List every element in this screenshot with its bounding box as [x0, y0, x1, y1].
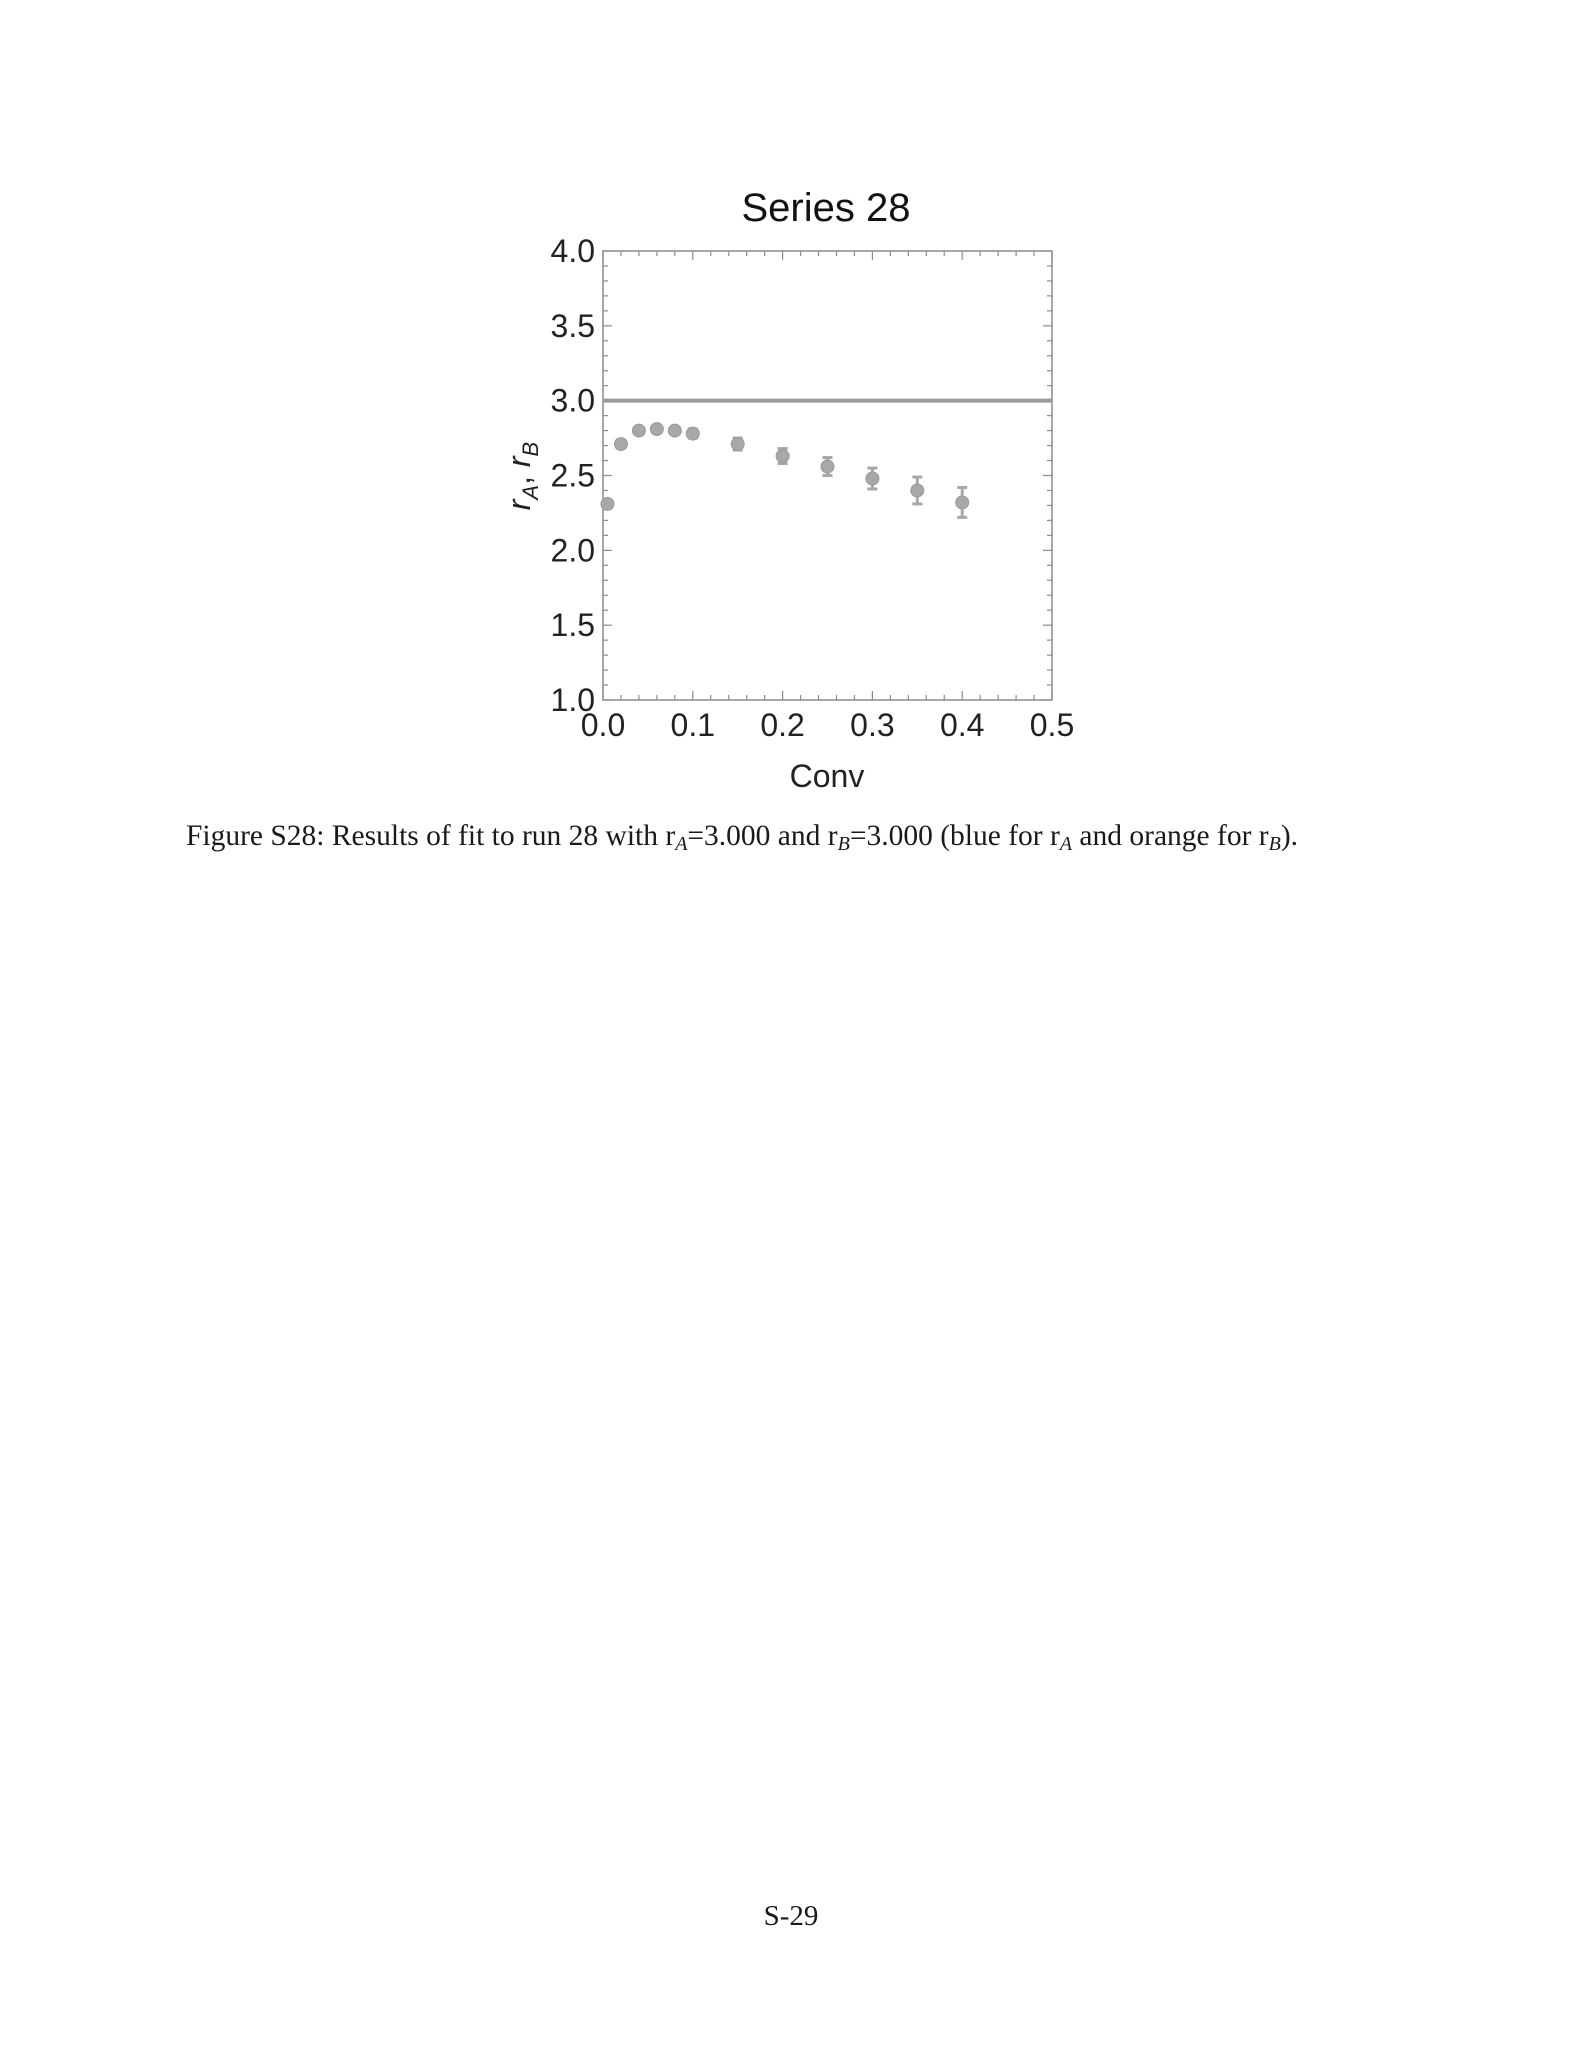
caption-sub-a: A — [675, 833, 688, 855]
data-point — [955, 495, 970, 510]
data-point — [631, 423, 646, 438]
x-tick-label: 0.3 — [850, 707, 894, 743]
x-tick-label: 0.0 — [581, 707, 625, 743]
caption-suffix: ). — [1280, 820, 1299, 852]
caption-sub-a2: A — [1059, 833, 1073, 855]
y-tick-label: 2.5 — [551, 458, 595, 494]
data-point — [613, 437, 628, 452]
y-tick-label: 1.0 — [551, 682, 595, 718]
data-point — [685, 426, 700, 441]
data-point — [649, 422, 664, 437]
figure-caption: Figure S28: Results of fit to run 28 wit… — [186, 816, 1398, 864]
data-point — [600, 496, 615, 511]
y-axis-label-r: r — [501, 498, 537, 510]
data-point — [667, 423, 682, 438]
caption-prefix: Figure S28: Results of fit to run 28 wit… — [186, 820, 676, 852]
y-axis-label-r2: r — [501, 455, 537, 467]
data-point — [910, 483, 925, 498]
x-axis-label: Conv — [790, 758, 865, 794]
data-point — [865, 471, 880, 486]
data-point — [730, 437, 745, 452]
caption-sub-b2: B — [1268, 833, 1281, 855]
y-tick-label: 1.5 — [551, 607, 595, 643]
caption-mid3: and orange for r — [1072, 820, 1269, 852]
data-point — [820, 459, 835, 474]
x-tick-label: 0.5 — [1030, 707, 1074, 743]
data-point — [775, 449, 790, 464]
chart-title: Series 28 — [742, 186, 911, 230]
x-tick-label: 0.4 — [940, 707, 984, 743]
caption-mid1: =3.000 and r — [687, 820, 838, 852]
y-tick-label: 2.0 — [551, 532, 595, 568]
y-tick-label: 3.5 — [551, 308, 595, 344]
y-tick-label: 3.0 — [551, 383, 595, 419]
x-tick-label: 0.1 — [671, 707, 715, 743]
page-number: S-29 — [763, 1900, 819, 1932]
y-tick-label: 4.0 — [551, 233, 595, 269]
y-axis-label-sep: , — [501, 467, 537, 485]
caption-sub-b: B — [837, 833, 850, 855]
caption-mid2: =3.000 (blue for r — [849, 820, 1060, 852]
y-axis-label: rA, rB — [501, 442, 543, 510]
data-points — [600, 422, 970, 519]
y-axis-label-sub-b: B — [518, 442, 543, 457]
x-tick-label: 0.2 — [760, 707, 804, 743]
y-axis-label-sub-a: A — [518, 485, 543, 502]
axis-ticks: 0.0 0.1 0.2 0.3 0.4 0.5 1.0 1.5 2.0 2.5 3.0 3.5 4.0 — [551, 233, 1075, 743]
